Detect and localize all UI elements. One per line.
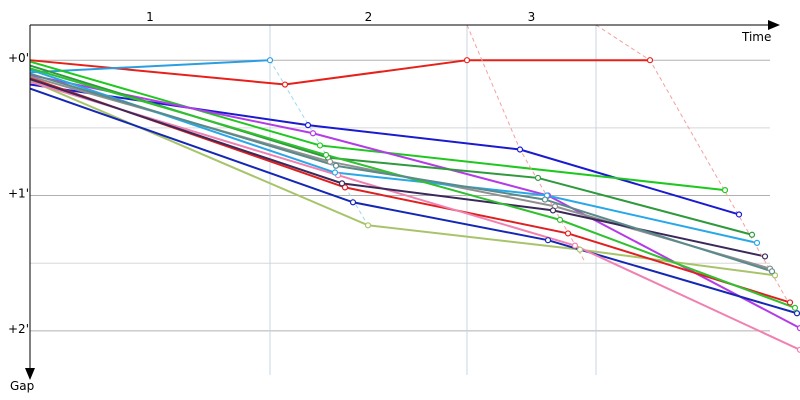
point <box>541 196 549 203</box>
driver-line <box>29 87 798 315</box>
driver-line <box>29 75 771 270</box>
point <box>796 325 800 332</box>
point <box>463 57 471 64</box>
driver-line <box>29 68 758 244</box>
point <box>796 346 800 353</box>
point <box>571 242 579 249</box>
point <box>534 174 542 182</box>
point <box>304 122 312 129</box>
point <box>768 268 776 275</box>
driver-line <box>29 76 791 304</box>
point <box>309 130 317 137</box>
point <box>266 57 274 64</box>
point <box>793 310 800 317</box>
point <box>341 184 349 191</box>
driver-line <box>29 83 740 216</box>
point <box>761 253 769 260</box>
y-tick-label: +0' <box>8 51 29 65</box>
point <box>748 231 756 238</box>
point <box>332 162 340 169</box>
point <box>576 246 584 253</box>
y-tick-label: +1' <box>8 187 29 201</box>
x-axis-label: Time <box>741 30 771 44</box>
driver-line <box>29 59 650 86</box>
point <box>771 272 779 279</box>
point <box>326 158 334 165</box>
driver-line <box>29 78 766 258</box>
lap-label: 1 <box>146 10 154 24</box>
point <box>549 207 557 214</box>
point <box>564 230 572 237</box>
point <box>316 142 324 149</box>
point <box>544 237 552 244</box>
point <box>791 304 799 311</box>
point <box>753 239 761 246</box>
y-axis-label: Gap <box>10 379 34 393</box>
y-tick-label: +2' <box>8 322 29 336</box>
driver-line <box>29 80 800 351</box>
driver-line <box>29 67 796 309</box>
x-axis-arrow <box>768 20 780 30</box>
lap-label: 2 <box>365 10 373 24</box>
point <box>331 169 339 176</box>
lap-label: 3 <box>528 10 536 24</box>
point <box>364 222 372 229</box>
point <box>646 57 654 64</box>
point <box>735 211 743 218</box>
point <box>349 199 357 206</box>
point <box>786 299 794 306</box>
point <box>721 187 729 194</box>
driver-line <box>29 59 271 74</box>
driver-line <box>29 79 776 277</box>
y-axis-arrow <box>25 368 35 380</box>
point <box>322 151 330 159</box>
point <box>556 216 564 223</box>
point <box>281 81 289 88</box>
point <box>516 146 524 153</box>
driver-line <box>29 72 773 273</box>
point <box>338 180 346 187</box>
